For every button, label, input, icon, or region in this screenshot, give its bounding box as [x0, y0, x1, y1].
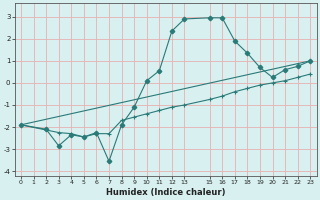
- X-axis label: Humidex (Indice chaleur): Humidex (Indice chaleur): [106, 188, 225, 197]
